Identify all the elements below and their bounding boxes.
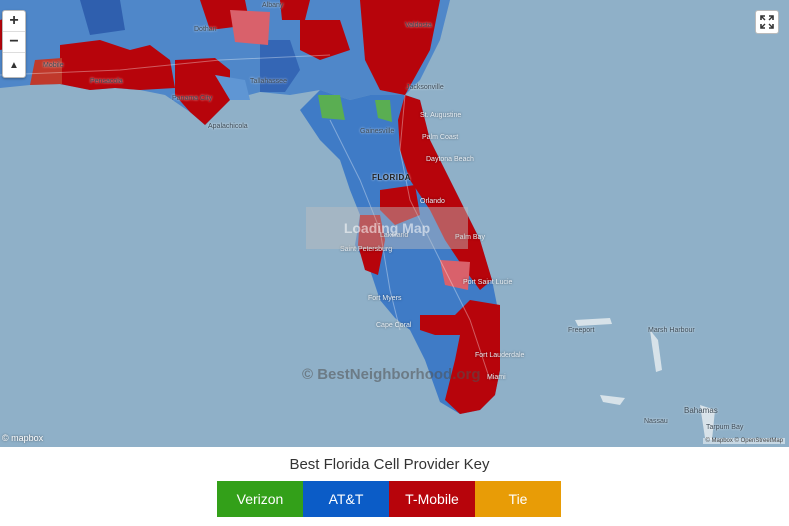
- map-label-tallahassee: Tallahassee: [250, 78, 287, 85]
- key-item-att: AT&T: [303, 481, 389, 517]
- map-label-palm-bay: Palm Bay: [455, 234, 485, 241]
- fullscreen-button[interactable]: [755, 10, 779, 34]
- map-label-jacksonville: Jacksonville: [406, 84, 444, 91]
- key-item-tie: Tie: [475, 481, 561, 517]
- provider-key: Verizon AT&T T-Mobile Tie: [217, 481, 561, 517]
- map-label-florida: FLORIDA: [372, 173, 412, 182]
- map-label-albany: Albany: [262, 2, 284, 9]
- coverage-map[interactable]: + − ▲ Albany Valdosta Dothan Mobile Pens…: [0, 0, 789, 447]
- zoom-controls: + − ▲: [2, 10, 26, 78]
- map-label-fort-myers: Fort Myers: [368, 295, 402, 302]
- mapbox-logo[interactable]: © mapbox: [2, 433, 44, 443]
- fullscreen-icon: [760, 15, 774, 29]
- loading-overlay: Loading Map: [306, 207, 468, 249]
- key-item-verizon: Verizon: [217, 481, 303, 517]
- map-label-nassau: Nassau: [644, 418, 668, 425]
- zoom-out-button[interactable]: −: [3, 32, 25, 53]
- map-label-tarpum-bay: Tarpum Bay: [706, 424, 744, 431]
- map-label-gainesville: Gainesville: [360, 128, 395, 135]
- map-label-freeport: Freeport: [568, 327, 595, 334]
- map-label-daytona-beach: Daytona Beach: [426, 156, 474, 163]
- zoom-in-button[interactable]: +: [3, 11, 25, 32]
- map-label-miami: Miami: [487, 374, 506, 381]
- watermark: © BestNeighborhood.org: [302, 366, 481, 383]
- map-label-port-st-lucie: Port Saint Lucie: [463, 279, 513, 286]
- map-label-st-augustine: St. Augustine: [420, 112, 462, 119]
- map-label-bahamas: Bahamas: [684, 406, 718, 415]
- key-title: Best Florida Cell Provider Key: [289, 456, 490, 473]
- map-label-orlando: Orlando: [420, 198, 445, 205]
- map-label-marsh-harbour: Marsh Harbour: [648, 327, 695, 334]
- map-label-mobile: Mobile: [43, 62, 64, 69]
- map-label-pensacola: Pensacola: [90, 78, 123, 85]
- map-label-lakeland: Lakeland: [380, 232, 409, 239]
- map-label-fort-lauderdale: Fort Lauderdale: [475, 352, 525, 359]
- compass-button[interactable]: ▲: [9, 59, 19, 71]
- map-attribution[interactable]: © Mapbox © OpenStreetMap: [703, 438, 785, 444]
- map-label-st-petersburg: Saint Petersburg: [340, 246, 393, 253]
- key-item-tmobile: T-Mobile: [389, 481, 475, 517]
- map-label-valdosta: Valdosta: [405, 22, 432, 29]
- map-label-apalachicola: Apalachicola: [208, 123, 248, 130]
- map-label-panama-city: Panama City: [172, 95, 213, 102]
- map-label-cape-coral: Cape Coral: [376, 322, 412, 329]
- map-label-palm-coast: Palm Coast: [422, 134, 459, 141]
- map-label-dothan: Dothan: [194, 26, 217, 33]
